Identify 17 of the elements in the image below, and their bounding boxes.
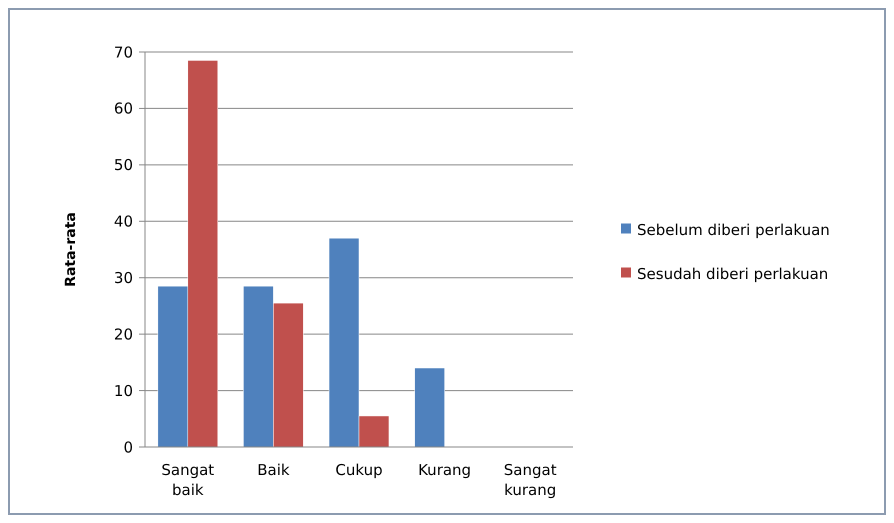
legend-label: Sesudah diberi perlakuan: [637, 264, 828, 283]
x-tick-label: Sangat baik: [161, 461, 214, 499]
x-tick-label: Kurang: [418, 461, 472, 479]
y-tick-label: 40: [114, 212, 133, 231]
y-tick-label: 20: [114, 325, 133, 344]
y-tick-label: 0: [123, 438, 133, 456]
x-tick-label: Sangat kurang: [504, 461, 557, 499]
y-tick-label: 60: [114, 100, 133, 118]
y-tick-label: 30: [114, 268, 133, 287]
bar: [414, 368, 445, 448]
legend-label: Sebelum diberi perlakuan: [637, 220, 830, 239]
y-axis-title: Rata-rata: [63, 212, 79, 287]
x-tick-label: Cukup: [335, 461, 383, 479]
y-tick-label: 50: [114, 156, 133, 174]
y-tick-label: 10: [114, 382, 133, 400]
y-tick-label: 70: [114, 43, 133, 62]
x-tick-label: Baik: [257, 461, 290, 479]
